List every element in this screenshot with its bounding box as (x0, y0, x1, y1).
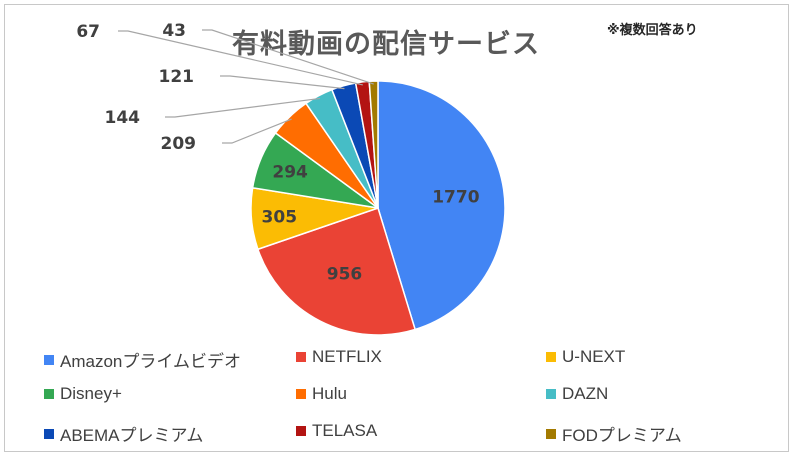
legend-label-disney: Disney+ (60, 384, 122, 403)
legend-item-fod: FODプレミアム (546, 421, 682, 446)
leader-line-abema (220, 75, 345, 90)
legend-label-unext: U-NEXT (562, 347, 626, 366)
leader-line-telasa (118, 30, 363, 86)
legend-swatch-disney (44, 389, 54, 399)
pie-slice-amazon (377, 80, 506, 331)
legend-swatch-dazn (546, 389, 556, 399)
pie-slice-netflix (256, 207, 417, 336)
legend-item-disney: Disney+ (44, 384, 122, 404)
data-label-abema: 121 (159, 67, 195, 87)
legend-swatch-netflix (296, 352, 306, 362)
data-label-amazon: 1770 (432, 187, 479, 207)
pie-slice-fod (368, 80, 379, 209)
legend-item-dazn: DAZN (546, 384, 608, 404)
legend-label-abema: ABEMAプレミアム (60, 426, 204, 445)
chart-title: 有料動画の配信サービス (232, 29, 540, 60)
legend-item-netflix: NETFLIX (296, 347, 382, 367)
leader-line-hulu (222, 118, 292, 144)
legend-swatch-abema (44, 428, 54, 439)
legend-item-telasa: TELASA (296, 421, 377, 441)
data-label-dazn: 144 (105, 108, 141, 128)
leader-line-dazn (165, 97, 321, 118)
legend-label-telasa: TELASA (312, 421, 378, 440)
legend-label-hulu: Hulu (312, 384, 347, 403)
legend-item-unext: U-NEXT (546, 347, 625, 367)
legend-label-fod: FODプレミアム (562, 426, 682, 445)
data-label-hulu: 209 (161, 134, 197, 154)
legend-item-hulu: Hulu (296, 384, 347, 404)
legend-item-amazon: Amazonプライムビデオ (44, 347, 241, 372)
data-label-disney: 294 (272, 162, 308, 182)
legend: Amazonプライムビデオ NETFLIX U-NEXT Disney+ Hulu DAZ… (44, 347, 784, 447)
data-label-telasa: 67 (76, 22, 100, 42)
legend-swatch-hulu (296, 389, 306, 399)
leader-line-fod (202, 29, 374, 85)
legend-item-abema: ABEMAプレミアム (44, 421, 203, 446)
data-label-netflix: 956 (327, 265, 363, 285)
legend-label-netflix: NETFLIX (312, 347, 382, 366)
legend-label-amazon: Amazonプライムビデオ (60, 352, 242, 371)
data-label-unext: 305 (262, 207, 298, 227)
legend-swatch-fod (546, 428, 556, 439)
legend-label-dazn: DAZN (562, 384, 609, 403)
legend-swatch-unext (546, 352, 556, 362)
legend-swatch-amazon (44, 354, 54, 365)
data-label-fod: 43 (162, 21, 186, 41)
chart-note: ※複数回答あり (607, 23, 698, 38)
legend-swatch-telasa (296, 426, 306, 436)
